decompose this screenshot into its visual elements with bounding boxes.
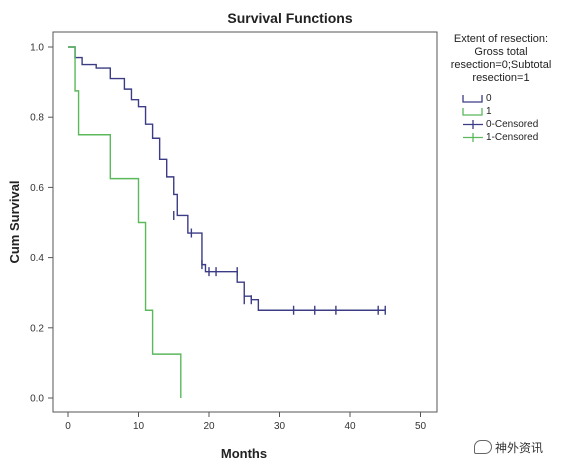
legend-label: 1-Censored [486, 132, 539, 143]
legend-title-line: Gross total [474, 46, 528, 58]
legend-label: 0 [486, 93, 492, 104]
series-1-line [68, 46, 182, 398]
x-tick-label: 20 [203, 421, 215, 432]
legend-title-line: Extent of resection: [453, 33, 549, 45]
x-tick-label: 50 [415, 421, 427, 432]
legend-swatch-0-icon [462, 95, 483, 103]
x-tick-label: 40 [344, 421, 356, 432]
y-tick-label: 0.6 [30, 183, 44, 194]
y-tick-label: 0.2 [30, 323, 44, 334]
y-tick-label: 0.0 [30, 394, 44, 405]
legend-title: Extent of resection: Gross total resecti… [440, 33, 562, 85]
y-axis-label: Cum Survival [7, 180, 22, 263]
legend-label: 0-Censored [486, 119, 539, 130]
axes: 0 10 20 30 40 50 0.0 0.2 0.4 0.6 0.8 1.0 [30, 31, 438, 432]
legend-censor-0-icon [463, 120, 483, 129]
watermark: 神外资讯 [474, 439, 543, 456]
legend-censor-1-icon [463, 133, 483, 142]
legend-label: 1 [486, 106, 492, 117]
x-tick-label: 30 [274, 421, 286, 432]
watermark-text: 神外资讯 [495, 441, 544, 455]
y-tick-label: 0.8 [30, 113, 44, 124]
legend-swatch-1-icon [462, 108, 483, 116]
wechat-icon [474, 440, 492, 454]
series-layer [68, 46, 386, 398]
x-axis-label: Months [221, 446, 267, 461]
chart-title: Survival Functions [227, 10, 352, 26]
x-tick-label: 0 [65, 421, 71, 432]
y-tick-label: 0.4 [30, 253, 44, 264]
plot-frame [52, 31, 438, 413]
legend-title-line: resection=0;Subtotal [450, 59, 552, 71]
legend-title-line: resection=1 [472, 72, 530, 84]
y-tick-label: 1.0 [30, 43, 44, 54]
series-0-line [68, 46, 386, 311]
x-tick-label: 10 [133, 421, 145, 432]
